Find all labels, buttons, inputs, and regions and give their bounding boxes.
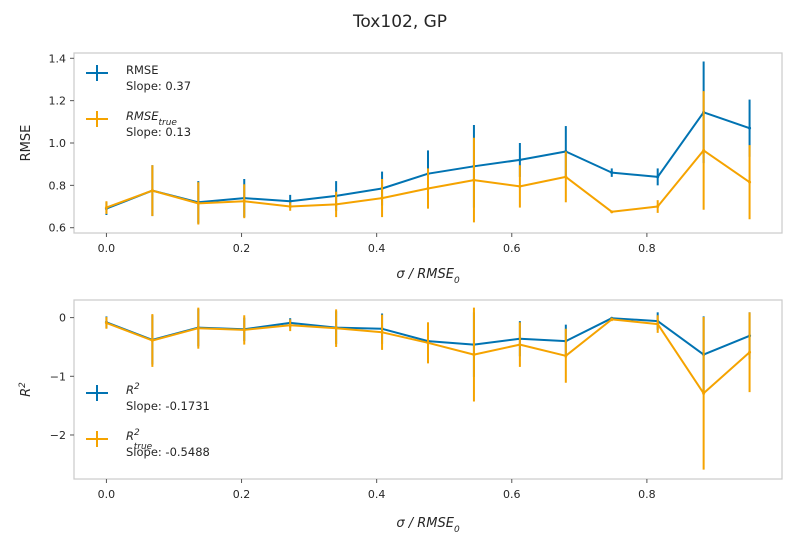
legend-entry-label: R2 [126, 382, 140, 397]
data-point [564, 354, 568, 358]
data-point [288, 323, 292, 327]
x-axis-label: σ / RMSE0 [396, 267, 460, 286]
x-tick-label: 0.6 [503, 488, 521, 501]
y-axis-label: RMSE [19, 125, 34, 162]
data-point [334, 202, 338, 206]
data-point [610, 210, 614, 214]
data-point [104, 206, 108, 210]
data-point [242, 199, 246, 203]
data-point [748, 350, 752, 354]
legend-entry-label: R2 true [126, 428, 153, 452]
y-tick-label: 0.6 [49, 222, 67, 235]
data-point [656, 322, 660, 326]
data-point [380, 330, 384, 334]
data-point [518, 343, 522, 347]
legend-slope-label: Slope: -0.1731 [126, 399, 210, 413]
data-point [380, 196, 384, 200]
legend-entry-label: RMSEtrue [126, 109, 177, 128]
data-point [196, 326, 200, 330]
y-axis-label-superscript: 2 [18, 382, 28, 388]
legend-label-main: R [126, 429, 134, 443]
data-point [610, 317, 614, 321]
x-tick-label: 0.2 [233, 242, 251, 255]
legend-label-main: RMSE [126, 109, 159, 123]
legend-label-main: R [126, 383, 134, 397]
y-tick-label: 0 [59, 312, 66, 325]
x-tick-label: 0.4 [368, 488, 386, 501]
data-point [472, 353, 476, 357]
data-point [334, 326, 338, 330]
x-axis-label-main: σ / RMSE [396, 267, 454, 282]
y-tick-label: 1.2 [49, 95, 67, 108]
data-point [518, 158, 522, 162]
x-tick-label: 0.0 [98, 242, 116, 255]
data-point [748, 180, 752, 184]
x-axis-label: σ / RMSE0 [396, 516, 460, 535]
data-point [426, 341, 430, 345]
y-axis-label-main: R [19, 388, 34, 397]
data-point [426, 187, 430, 191]
y-tick-label: −1 [50, 370, 66, 383]
data-point [656, 205, 660, 209]
data-point [702, 391, 706, 395]
legend-label-superscript: 2 [134, 428, 140, 438]
legend-slope-label: Slope: 0.37 [126, 79, 191, 93]
legend-label-subscript: true [158, 118, 177, 128]
x-tick-label: 0.8 [638, 242, 656, 255]
rmse-panel: 0.0 0.2 0.4 0.6 0.8 0.6 0.8 1.0 1.2 1.4 σ / RMSE0 R… [19, 52, 783, 286]
x-axis-label-subscript: 0 [454, 276, 460, 286]
data-point [288, 199, 292, 203]
x-tick-label: 0.2 [233, 488, 251, 501]
data-point [656, 175, 660, 179]
plot-frame [73, 299, 783, 480]
data-point [748, 126, 752, 130]
legend-label-subscript: true [134, 442, 153, 452]
legend-label-main: RMSE [126, 63, 158, 77]
data-point [472, 178, 476, 182]
y-axis-label: R2 [18, 382, 34, 397]
x-axis-label-main: σ / RMSE [396, 516, 454, 531]
data-point [150, 338, 154, 342]
data-point [702, 148, 706, 152]
legend-slope-label: Slope: -0.5488 [126, 445, 210, 459]
data-point [196, 201, 200, 205]
legend-label-superscript: 2 [134, 382, 140, 392]
y-tick-label: 0.8 [49, 179, 67, 192]
series-1 [104, 307, 752, 470]
x-tick-label: 0.6 [503, 242, 521, 255]
legend-slope-label: Slope: 0.13 [126, 125, 191, 139]
x-axis-label-subscript: 0 [454, 525, 460, 535]
data-point [518, 184, 522, 188]
y-axis-label-main: RMSE [19, 125, 34, 162]
data-point [104, 321, 108, 325]
figure-title: Tox102, GP [352, 12, 447, 32]
y-tick-label: 1.4 [49, 52, 67, 65]
x-tick-label: 0.8 [638, 488, 656, 501]
data-point [150, 189, 154, 193]
y-tick-label: −2 [50, 429, 66, 442]
y-tick-label: 1.0 [49, 137, 67, 150]
x-tick-label: 0.4 [368, 242, 386, 255]
legend-entry-label: RMSE [126, 63, 158, 77]
x-tick-label: 0.0 [98, 488, 116, 501]
series-1 [104, 91, 752, 225]
data-point [610, 171, 614, 175]
data-point [242, 328, 246, 332]
data-point [288, 205, 292, 209]
data-point [564, 175, 568, 179]
